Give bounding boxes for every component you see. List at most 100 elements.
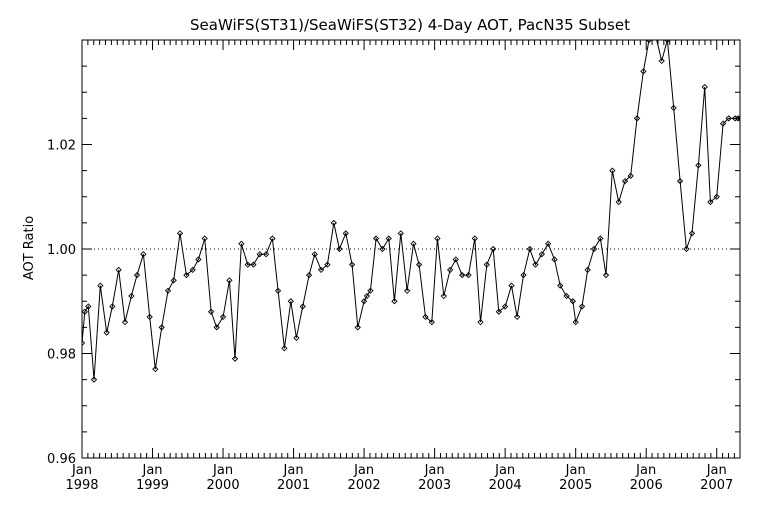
data-point [471,235,478,242]
y-tick-label: 0.96 [47,452,76,467]
data-point [97,282,104,289]
data-point [483,261,490,268]
data-point [664,40,671,44]
data-point [360,298,368,305]
data-point [520,271,527,279]
data-point [109,303,116,310]
data-point [140,251,147,258]
data-point [719,120,727,127]
data-point [176,230,184,237]
data-point [128,292,135,300]
data-point [195,256,202,263]
y-axis-title: AOT Ratio [22,216,37,280]
data-point [207,308,215,315]
data-point [569,298,576,305]
data-point [557,282,564,289]
data-point [447,266,454,274]
data-point [578,303,586,310]
data-point [676,177,684,185]
data-point [238,240,245,247]
data-point [653,32,658,37]
data-point [736,115,740,122]
data-point [495,308,502,315]
x-tick-month-label: Jan [424,463,445,478]
data-point [590,245,598,253]
data-point [82,308,88,315]
data-point [551,256,558,263]
data-point [262,251,270,258]
y-tick-label: 1.00 [47,243,76,258]
data-point [640,68,647,75]
data-point [658,57,665,65]
data-point [422,313,429,321]
data-point [219,313,227,321]
data-point [621,177,629,185]
data-point [645,40,653,44]
data-point [458,271,466,279]
data-point [609,167,616,174]
data-point [734,115,740,122]
data-point [231,355,239,362]
data-point [633,115,641,122]
x-tick-year-label: 2001 [277,478,310,493]
data-point [584,266,591,274]
data-point [367,287,374,294]
x-tick-month-label: Jan [635,463,656,478]
data-point [428,319,435,326]
data-point [201,235,208,242]
data-point [90,376,98,383]
data-point [183,271,190,279]
data-point [545,240,552,247]
data-point [170,277,177,284]
data-point [410,240,417,247]
data-point [317,266,325,274]
data-point [324,261,331,268]
x-tick-year-label: 2004 [489,478,522,493]
data-point [274,287,282,294]
data-point [434,235,441,242]
data-point [670,104,677,112]
data-point [158,324,165,331]
x-tick-month-label: Jan [565,463,586,478]
data-point [379,245,386,253]
data-point [189,266,196,274]
data-point [146,313,153,321]
data-point [244,261,251,268]
x-tick-month-label: Jan [494,463,515,478]
data-point [363,292,371,300]
x-tick-year-label: 2002 [348,478,381,493]
data-point [299,303,306,310]
data-point [305,271,313,279]
x-tick-year-label: 2003 [418,478,451,493]
data-point [391,298,398,305]
x-tick-month-label: Jan [212,463,233,478]
x-tick-year-label: 2006 [630,478,663,493]
data-point [477,319,484,326]
data-point [287,298,294,305]
data-point [532,261,539,268]
data-point [281,345,288,352]
data-point [452,256,459,263]
data-point [103,329,110,336]
data-point [152,366,159,373]
data-point [713,193,720,200]
x-tick-month-label: Jan [142,463,163,478]
x-tick-year-label: 1998 [65,478,98,493]
data-point [683,245,690,253]
x-tick-month-label: Jan [71,463,92,478]
data-point [354,324,361,331]
data-point [688,230,696,237]
data-point [372,235,380,242]
data-point [490,245,497,253]
data-point [250,261,257,268]
data-point [627,172,634,179]
x-tick-month-label: Jan [706,463,727,478]
data-point [526,245,533,253]
x-tick-year-label: 1999 [136,478,169,493]
data-point [701,83,708,91]
series-line [82,40,740,380]
data-point [508,282,515,289]
x-tick-year-label: 2007 [700,478,733,493]
